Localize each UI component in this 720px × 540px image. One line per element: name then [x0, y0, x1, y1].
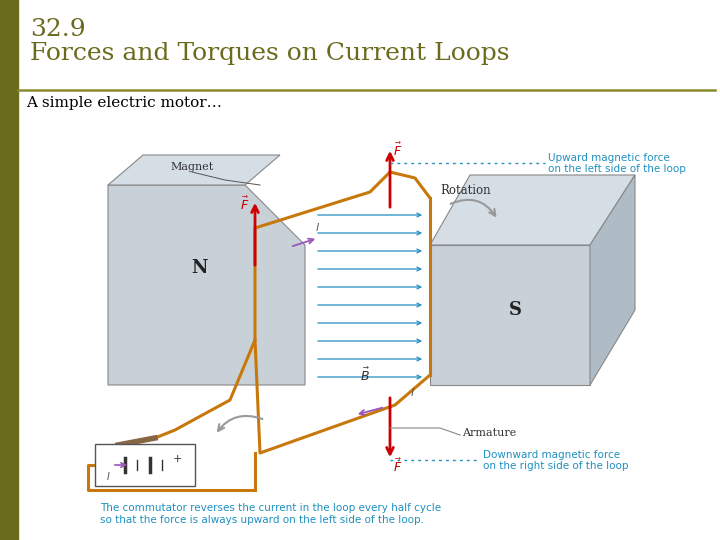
Text: on the right side of the loop: on the right side of the loop: [483, 461, 629, 471]
Text: Downward magnetic force: Downward magnetic force: [483, 450, 620, 460]
Bar: [95, 444, 195, 486]
Text: $l$: $l$: [315, 221, 320, 233]
Text: on the left side of the loop: on the left side of the loop: [548, 164, 686, 174]
Text: $\vec{F}$: $\vec{F}$: [240, 195, 249, 213]
Text: Rotation: Rotation: [440, 184, 490, 197]
Text: $\vec{B}$: $\vec{B}$: [360, 366, 370, 383]
Text: N: N: [192, 259, 208, 277]
Text: $I$: $I$: [106, 470, 111, 482]
Text: $\vec{F}$: $\vec{F}$: [393, 458, 402, 475]
Text: $\vec{F}$: $\vec{F}$: [393, 141, 402, 159]
Polygon shape: [108, 185, 305, 385]
Text: +: +: [173, 454, 182, 464]
Text: $l$: $l$: [410, 386, 415, 398]
Text: Forces and Torques on Current Loops: Forces and Torques on Current Loops: [30, 42, 510, 65]
Polygon shape: [430, 245, 590, 385]
Polygon shape: [590, 175, 635, 385]
FancyArrowPatch shape: [451, 200, 495, 215]
FancyArrowPatch shape: [218, 416, 262, 431]
Text: A simple electric motor…: A simple electric motor…: [26, 96, 222, 110]
Polygon shape: [430, 175, 635, 245]
Text: Upward magnetic force: Upward magnetic force: [548, 153, 670, 163]
Text: Magnet: Magnet: [170, 162, 213, 172]
Polygon shape: [108, 155, 280, 185]
Text: Armature: Armature: [462, 428, 516, 438]
Text: The commutator reverses the current in the loop every half cycle: The commutator reverses the current in t…: [100, 503, 441, 513]
Text: 32.9: 32.9: [30, 18, 86, 41]
Bar: [0, 0, 18, 540]
Text: so that the force is always upward on the left side of the loop.: so that the force is always upward on th…: [100, 515, 424, 525]
Text: S: S: [508, 301, 521, 319]
